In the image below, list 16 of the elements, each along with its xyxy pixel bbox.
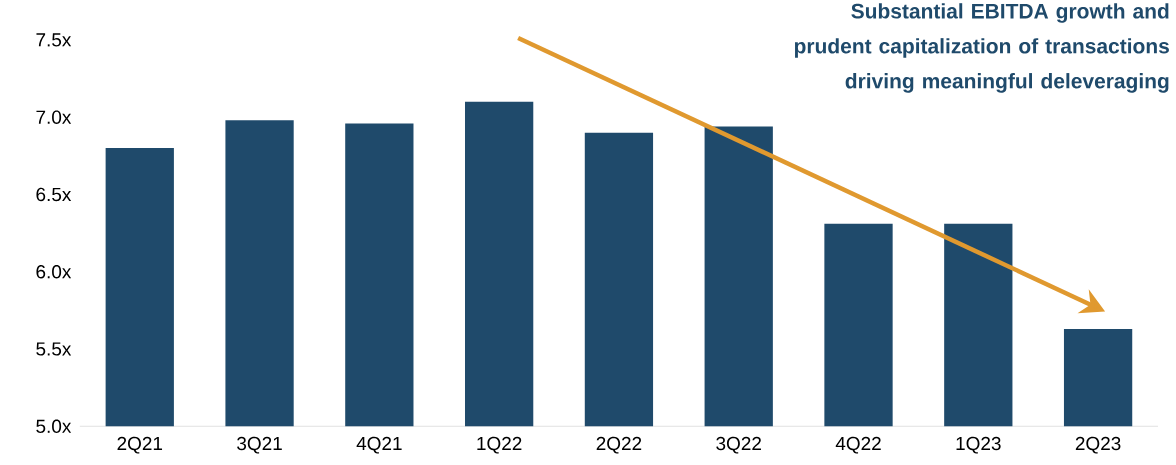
annotation: Substantial EBITDA growth and prudent capitalization of transactions driving meaningful deleveraging bbox=[794, 3, 1169, 93]
y-tick-label: 6.0x bbox=[36, 264, 72, 279]
x-tick-label: 4Q22 bbox=[835, 436, 881, 454]
x-tick-label: 2Q21 bbox=[117, 436, 163, 454]
x-tick-label: 2Q23 bbox=[1075, 436, 1121, 454]
x-tick-label: 1Q23 bbox=[956, 436, 1001, 454]
x-tick-label: 1Q22 bbox=[477, 436, 522, 454]
x-tick-label: 2Q22 bbox=[596, 436, 642, 454]
y-tick-label: 5.5x bbox=[36, 342, 72, 356]
y-tick-label: 7.5x bbox=[36, 33, 72, 47]
x-tick-label: 3Q21 bbox=[237, 436, 282, 454]
x-tick-label: 4Q21 bbox=[356, 436, 402, 454]
y-tick-label: 6.5x bbox=[36, 187, 72, 202]
y-tick-label: 5.0x bbox=[36, 419, 72, 433]
x-tick-label: 3Q22 bbox=[716, 436, 761, 454]
y-tick-label: 7.0x bbox=[36, 110, 72, 124]
